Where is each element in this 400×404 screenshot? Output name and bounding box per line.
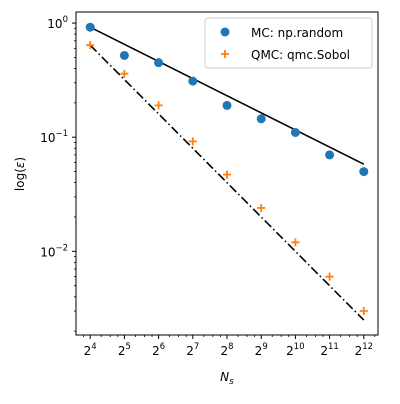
x-tick-label-exp: 12 [362, 342, 373, 352]
reference-line-1 [89, 26, 365, 165]
x-tick-label-exp: 6 [160, 342, 165, 352]
x-tick-label-base: 2 [186, 344, 194, 358]
qmc-point [223, 170, 232, 179]
x-tick-label-exp: 8 [228, 342, 233, 352]
y-tick-label-base: 10 [40, 245, 55, 259]
qmc-point [257, 203, 266, 212]
mc-point [290, 127, 300, 137]
y-tick-label-exp: −1 [55, 129, 68, 139]
qmc-point [325, 272, 334, 281]
legend-label-mc: MC: np.random [251, 26, 343, 40]
qmc-point [291, 238, 300, 247]
x-axis-label-sub: s [229, 377, 234, 387]
mc-point [188, 76, 198, 86]
y-axis-label-pre: log( [13, 168, 27, 191]
qmc-point [120, 69, 129, 78]
x-tick-label-exp: 10 [294, 342, 305, 352]
x-tick-label: 212 [355, 342, 373, 358]
x-axis-label-base: N [220, 370, 229, 384]
x-tick-label: 24 [84, 342, 97, 358]
x-tick-label: 28 [220, 342, 233, 358]
x-tick-label: 211 [320, 342, 338, 358]
y-axis-label-post: ) [13, 157, 27, 162]
x-tick-label-base: 2 [118, 344, 126, 358]
x-tick-label-base: 2 [152, 344, 160, 358]
x-tick-label-base: 2 [320, 344, 328, 358]
y-tick-label: 10−2 [40, 243, 68, 259]
mc-point [119, 50, 129, 60]
x-tick-label: 210 [286, 342, 304, 358]
y-tick-label-base: 10 [40, 131, 55, 145]
legend-marker-mc [220, 27, 230, 37]
qmc-point [154, 101, 163, 110]
legend-label-qmc: QMC: qmc.Sobol [251, 48, 350, 62]
mc-point [325, 150, 335, 160]
x-tick-label: 29 [255, 342, 268, 358]
x-tick-label-exp: 9 [262, 342, 267, 352]
x-tick-label-base: 2 [255, 344, 263, 358]
y-tick-label-base: 10 [47, 17, 62, 31]
x-tick-label: 27 [186, 342, 199, 358]
qmc-point [86, 41, 95, 50]
y-axis-label: log(ε) [13, 157, 27, 191]
x-tick-label-base: 2 [355, 344, 363, 358]
x-tick-label-exp: 11 [328, 342, 339, 352]
x-axis-label: Ns [220, 370, 234, 387]
x-tick-label-exp: 4 [91, 342, 96, 352]
mc-point [85, 22, 95, 32]
qmc-point [188, 137, 197, 146]
x-tick-label-base: 2 [286, 344, 294, 358]
x-tick-label-exp: 7 [194, 342, 199, 352]
y-tick-label-exp: 0 [63, 15, 68, 25]
reference-line-2 [89, 44, 365, 321]
y-tick-label: 10−1 [40, 129, 68, 145]
legend: MC: np.random QMC: qmc.Sobol [204, 17, 373, 69]
y-axis-label-sym: ε [13, 161, 27, 168]
mc-point [154, 58, 164, 68]
mc-point [359, 167, 369, 177]
x-tick-label: 25 [118, 342, 131, 358]
y-tick-label: 100 [47, 15, 68, 31]
y-tick-label-exp: −2 [55, 243, 68, 253]
x-tick-label-exp: 5 [126, 342, 131, 352]
legend-marker-qmc [221, 50, 229, 58]
legend-box [204, 17, 373, 69]
x-tick-label-base: 2 [220, 344, 228, 358]
mc-point [222, 100, 232, 110]
qmc-point [359, 307, 368, 316]
x-tick-label: 26 [152, 342, 165, 358]
x-tick-label-base: 2 [84, 344, 92, 358]
mc-point [256, 114, 266, 124]
plot-area [85, 22, 369, 321]
